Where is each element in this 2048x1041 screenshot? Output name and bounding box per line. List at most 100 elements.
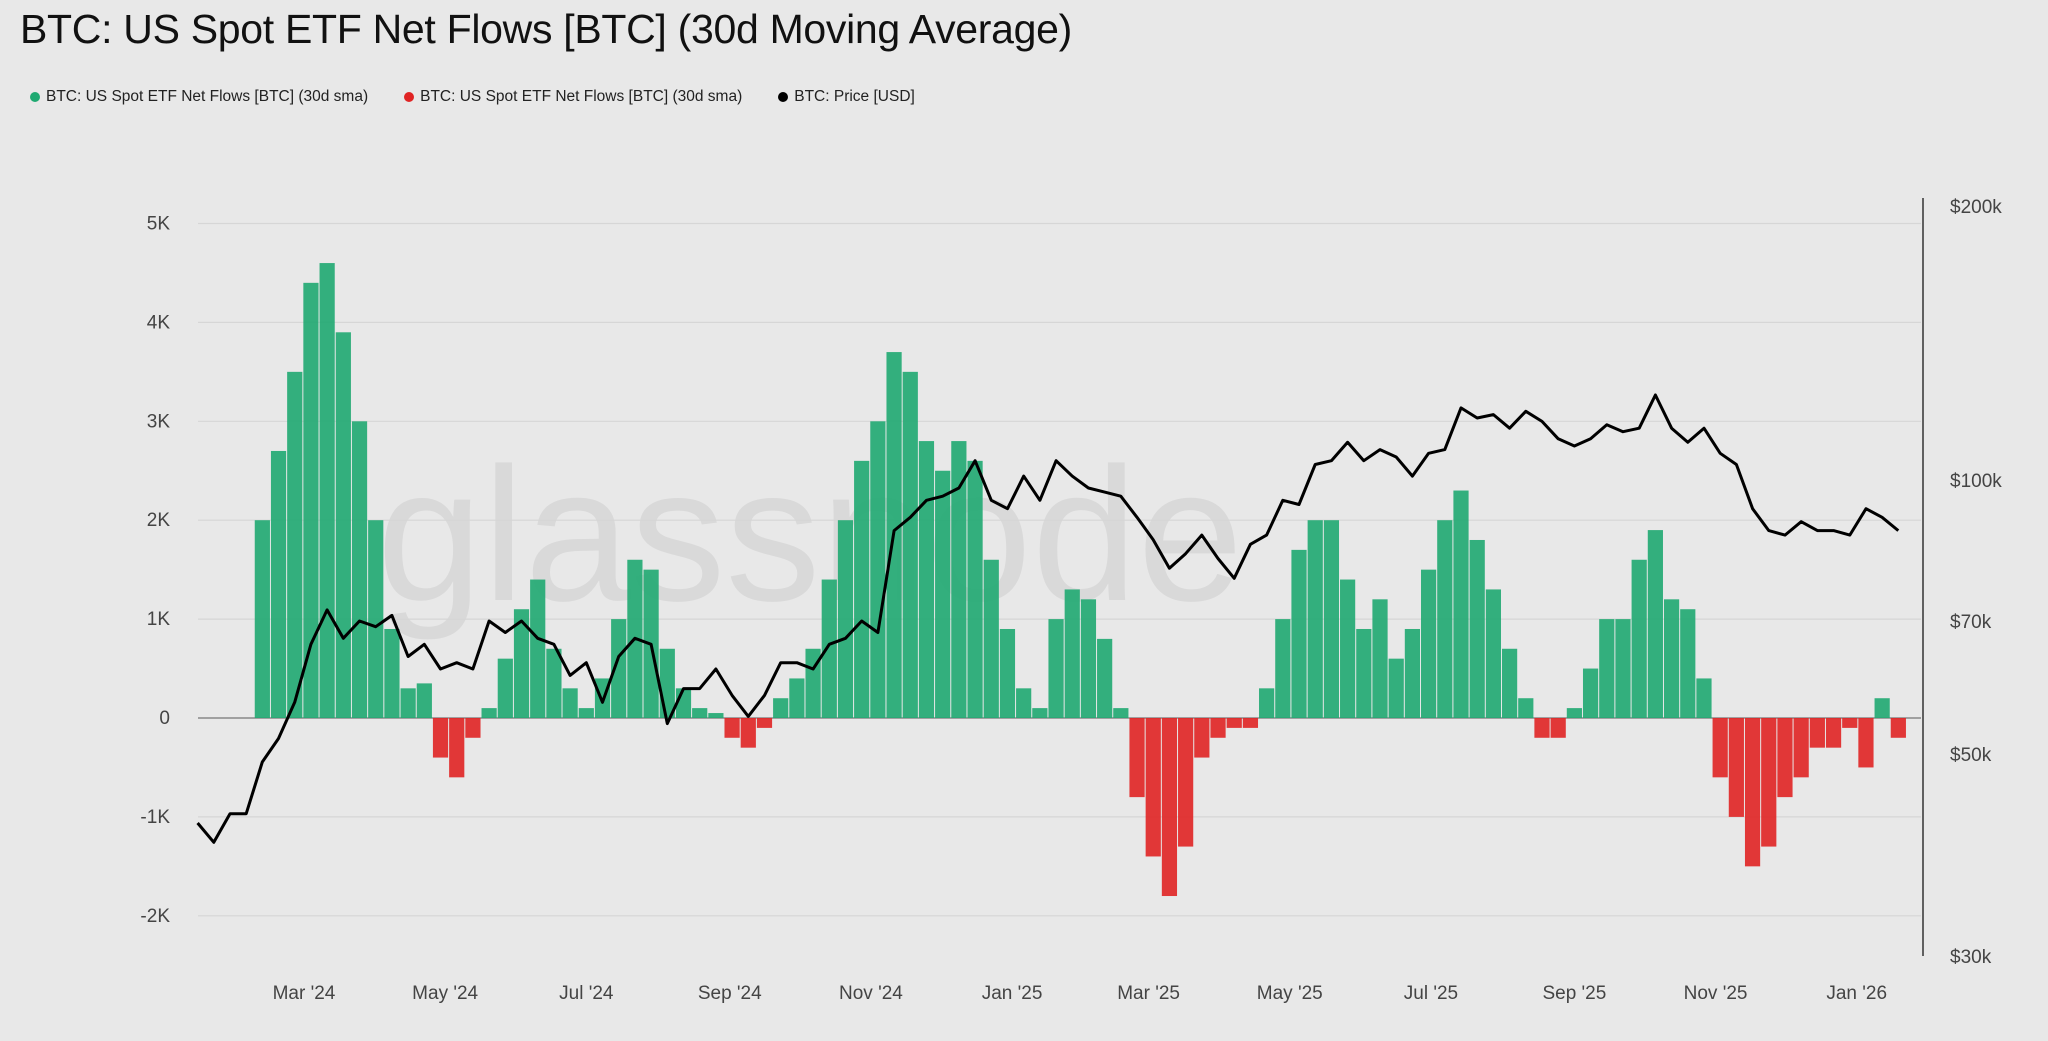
chart-title: BTC: US Spot ETF Net Flows [BTC] (30d Mo…	[20, 6, 1072, 52]
y-right-tick-label: $50k	[1950, 745, 1992, 766]
inflow-bar	[578, 708, 594, 718]
x-tick-label: May '25	[1257, 983, 1323, 1004]
y-right-tick-label: $70k	[1950, 612, 1992, 633]
outflow-bar	[465, 718, 481, 738]
legend-label: BTC: US Spot ETF Net Flows [BTC] (30d sm…	[420, 88, 743, 105]
inflow-bar	[854, 460, 870, 718]
y-right-tick-label: $30k	[1950, 947, 1992, 968]
outflow-bar	[1178, 718, 1194, 847]
outflow-bar	[1145, 718, 1161, 857]
inflow-bar	[1518, 698, 1534, 718]
outflow-bar	[1842, 718, 1858, 728]
inflow-bar	[287, 371, 303, 718]
y-right-tick-label: $100k	[1950, 471, 2002, 492]
outflow-bar	[1712, 718, 1728, 778]
inflow-bar	[1388, 658, 1404, 718]
outflow-bar	[1825, 718, 1842, 748]
outflow-bar	[432, 718, 449, 758]
inflow-bar	[1680, 609, 1696, 718]
inflow-bar	[1404, 628, 1421, 718]
inflow-bar	[513, 609, 530, 718]
inflow-bar	[1485, 589, 1501, 718]
x-tick-label: Jan '26	[1826, 983, 1887, 1004]
inflow-bar	[1340, 579, 1356, 718]
outflow-bar	[1194, 718, 1210, 758]
outflow-bar	[1793, 718, 1809, 778]
inflow-bar	[1372, 599, 1388, 718]
inflow-bar	[335, 332, 351, 718]
inflow-bar	[497, 658, 513, 718]
inflow-bar	[821, 579, 837, 718]
inflow-bar	[1582, 668, 1599, 718]
inflow-bar	[837, 520, 854, 718]
inflow-bar	[400, 688, 416, 718]
legend-item-price[interactable]: BTC: Price [USD]	[778, 88, 915, 106]
inflow-bar	[951, 441, 967, 718]
outflow-bar	[1534, 718, 1550, 738]
inflow-bar	[1453, 490, 1469, 718]
inflow-bar	[999, 628, 1016, 718]
y-left-tick-label: 5K	[147, 214, 171, 235]
inflow-bar	[1323, 520, 1340, 718]
outflow-bar	[1890, 718, 1906, 738]
inflow-bar	[1291, 549, 1307, 718]
inflow-bar	[1615, 619, 1631, 718]
y-left-tick-label: 0	[159, 708, 170, 729]
inflow-bar	[254, 520, 270, 718]
inflow-bar	[1566, 708, 1582, 718]
inflow-bar	[692, 708, 708, 718]
inflow-bar	[1064, 589, 1080, 718]
y-right-tick-label: $200k	[1950, 197, 2002, 218]
x-tick-label: Jul '24	[559, 983, 614, 1004]
inflow-bar	[1259, 688, 1275, 718]
inflow-bar	[789, 678, 805, 718]
inflow-bar	[351, 421, 368, 718]
inflow-bar	[368, 520, 384, 718]
y-left-tick-label: 1K	[147, 609, 171, 630]
outflow-bar	[1550, 718, 1566, 738]
legend-item-outflows[interactable]: BTC: US Spot ETF Net Flows [BTC] (30d sm…	[404, 88, 742, 106]
y-left-tick-label: -1K	[140, 807, 170, 828]
outflow-bar	[1744, 718, 1761, 867]
legend-dot-green	[30, 92, 40, 102]
inflow-bar	[1501, 648, 1518, 718]
x-tick-label: Nov '25	[1684, 983, 1748, 1004]
outflow-bar	[1777, 718, 1793, 798]
inflow-bar	[935, 470, 951, 718]
y-left-tick-label: 3K	[147, 411, 171, 432]
outflow-bar	[1129, 718, 1145, 798]
inflow-bar	[546, 648, 562, 718]
inflow-bar	[530, 579, 546, 718]
inflow-bar	[870, 421, 886, 718]
inflow-bar	[1097, 638, 1113, 718]
outflow-bar	[1761, 718, 1777, 847]
legend-dot-black	[778, 92, 789, 102]
inflow-bar	[1599, 619, 1615, 718]
inflow-bar	[562, 688, 578, 718]
inflow-bar	[1356, 628, 1372, 718]
x-tick-label: Sep '25	[1542, 983, 1606, 1004]
legend-item-inflows[interactable]: BTC: US Spot ETF Net Flows [BTC] (30d sm…	[30, 88, 368, 106]
inflow-bar	[773, 698, 789, 718]
outflow-bar	[1210, 718, 1226, 738]
inflow-bar	[1696, 678, 1712, 718]
x-tick-label: Mar '24	[273, 983, 336, 1004]
inflow-bar	[1631, 559, 1647, 718]
inflow-bar	[1663, 599, 1680, 718]
inflow-bar	[270, 450, 287, 718]
price-line	[196, 393, 1900, 844]
x-tick-label: Jul '25	[1404, 983, 1458, 1004]
inflow-bar	[1016, 688, 1032, 718]
y-left-tick-label: 4K	[147, 312, 171, 333]
legend: BTC: US Spot ETF Net Flows [BTC] (30d sm…	[30, 88, 915, 106]
x-tick-label: Nov '24	[839, 983, 903, 1004]
inflow-bar	[303, 282, 319, 718]
outflow-bar	[1242, 718, 1259, 728]
inflow-bar	[481, 708, 497, 718]
x-tick-label: Sep '24	[698, 983, 762, 1004]
inflow-bar	[1032, 708, 1048, 718]
y-left-tick-label: -2K	[140, 906, 170, 927]
inflow-bar	[708, 713, 724, 718]
inflow-bar	[1080, 599, 1097, 718]
